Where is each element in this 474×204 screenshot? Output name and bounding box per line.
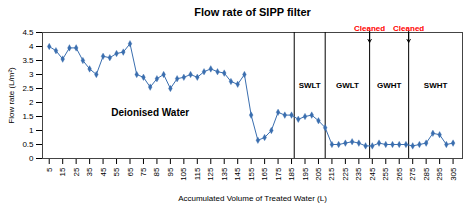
svg-text:265: 265 <box>395 167 404 181</box>
svg-text:3.5: 3.5 <box>22 56 34 65</box>
svg-text:245: 245 <box>368 167 377 181</box>
svg-text:SWLT: SWLT <box>299 81 321 90</box>
svg-text:255: 255 <box>381 167 390 181</box>
svg-text:55: 55 <box>112 167 121 176</box>
svg-text:25: 25 <box>72 167 81 176</box>
svg-text:15: 15 <box>58 167 67 176</box>
svg-text:285: 285 <box>422 167 431 181</box>
svg-text:225: 225 <box>341 167 350 181</box>
svg-text:Accumulated Volume of Treated: Accumulated Volume of Treated Water (L) <box>178 194 327 203</box>
svg-text:Flow rate of SIPP filter: Flow rate of SIPP filter <box>194 6 311 18</box>
svg-text:175: 175 <box>274 167 283 181</box>
svg-text:35: 35 <box>85 167 94 176</box>
svg-text:GWLT: GWLT <box>336 81 359 90</box>
svg-text:275: 275 <box>408 167 417 181</box>
svg-text:2: 2 <box>29 98 34 107</box>
svg-text:GWHT: GWHT <box>377 81 402 90</box>
svg-text:4: 4 <box>29 42 34 51</box>
svg-text:5: 5 <box>45 167 54 172</box>
svg-text:45: 45 <box>99 167 108 176</box>
svg-text:125: 125 <box>206 167 215 181</box>
svg-text:SWHT: SWHT <box>424 81 448 90</box>
svg-text:65: 65 <box>126 167 135 176</box>
svg-text:3: 3 <box>29 70 34 79</box>
svg-text:Flow rate (L/m²): Flow rate (L/m²) <box>7 67 16 124</box>
svg-text:205: 205 <box>314 167 323 181</box>
svg-text:135: 135 <box>220 167 229 181</box>
svg-text:Deionised Water: Deionised Water <box>111 107 189 118</box>
svg-text:4.5: 4.5 <box>22 28 34 37</box>
svg-text:195: 195 <box>301 167 310 181</box>
svg-text:Cleaned: Cleaned <box>354 24 385 33</box>
svg-text:0: 0 <box>29 154 34 163</box>
svg-text:145: 145 <box>233 167 242 181</box>
svg-text:Cleaned: Cleaned <box>393 24 424 33</box>
svg-text:105: 105 <box>179 167 188 181</box>
svg-text:235: 235 <box>354 167 363 181</box>
svg-text:0.5: 0.5 <box>22 140 34 149</box>
svg-text:1: 1 <box>29 126 34 135</box>
svg-text:155: 155 <box>247 167 256 181</box>
svg-text:75: 75 <box>139 167 148 176</box>
svg-text:115: 115 <box>193 167 202 180</box>
svg-text:165: 165 <box>260 167 269 181</box>
svg-text:215: 215 <box>327 167 336 181</box>
svg-text:2.5: 2.5 <box>22 84 34 93</box>
svg-text:185: 185 <box>287 167 296 181</box>
svg-text:295: 295 <box>435 167 444 181</box>
svg-text:305: 305 <box>449 167 458 181</box>
svg-text:1.5: 1.5 <box>22 112 34 121</box>
svg-text:85: 85 <box>152 167 161 176</box>
svg-text:95: 95 <box>166 167 175 176</box>
